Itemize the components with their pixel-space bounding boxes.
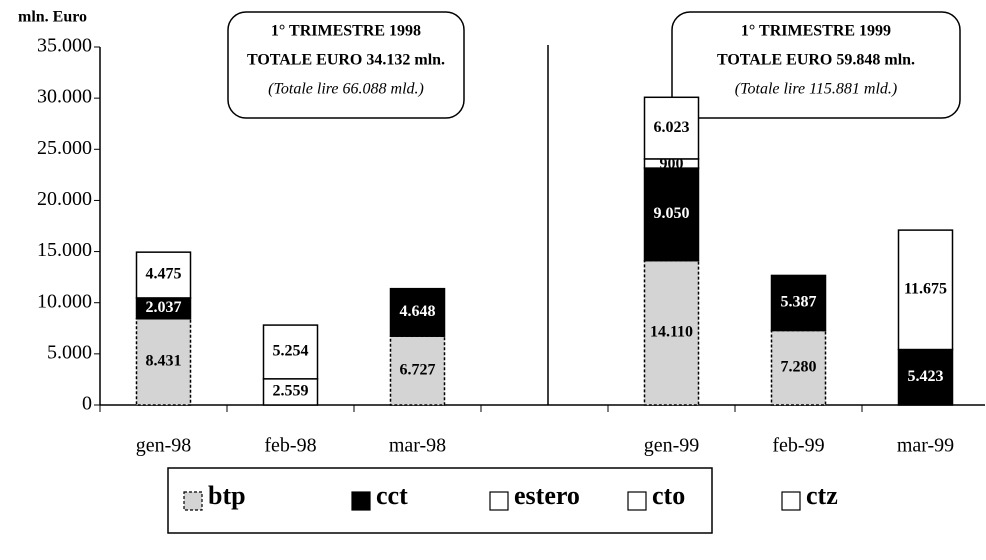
data-label: 4.475 [146,266,182,283]
bar-segment [770,329,827,406]
x-tick-label: mar-99 [897,435,954,457]
bar-segment [897,229,954,351]
data-label: 5.254 [273,343,309,360]
data-label: 6.727 [400,361,436,378]
annotation-box [671,11,961,119]
annotation: TOTALE EURO 34.132 mln. [247,52,445,69]
data-label: 2.559 [273,383,309,400]
x-tick-label: gen-98 [136,435,192,457]
legend-label: btp [208,481,246,510]
bar-segment [135,318,192,406]
annotation: 1° TRIMESTRE 1999 [741,23,891,40]
annotation: (Totale lire 115.881 mld.) [735,81,898,98]
bar-segment [262,324,319,380]
bar-segment [135,251,192,299]
annotation-box [227,11,465,119]
legend-swatch [781,491,801,511]
x-tick-label: feb-99 [772,435,824,457]
y-tick-label: 30.000 [37,86,92,108]
data-label: 14.110 [650,324,693,341]
y-tick-label: 15.000 [37,239,92,261]
legend-swatch [627,491,647,511]
x-tick-label: mar-98 [389,435,446,457]
legend-label: cct [376,481,408,510]
y-tick-label: 0 [82,393,92,415]
annotation: (Totale lire 66.088 mld.) [268,81,424,98]
y-tick-label: 5.000 [47,341,92,363]
y-tick-label: 25.000 [37,137,92,159]
data-label: 7.280 [781,358,817,375]
annotation: 1° TRIMESTRE 1998 [271,23,421,40]
legend-label: estero [514,481,580,510]
y-axis-label: mln. Euro [18,9,87,26]
data-label: 6.023 [654,119,690,136]
data-label: 2.037 [146,299,182,316]
data-label: 900 [660,156,684,173]
bar-segment [389,287,446,337]
legend-box [167,467,713,534]
data-label: 4.648 [400,303,436,320]
y-tick-label: 20.000 [37,188,92,210]
legend-swatch [183,491,203,511]
legend-label: ctz [806,481,838,510]
data-label: 9.050 [654,205,690,222]
bar-segment [262,378,319,406]
bar-segment [770,274,827,332]
legend-swatch [351,491,371,511]
bar-segment [643,96,700,160]
data-label: 8.431 [146,353,182,370]
data-label: 11.675 [904,280,947,297]
y-tick-label: 35.000 [37,35,92,57]
x-tick-label: gen-99 [644,435,700,457]
annotation: TOTALE EURO 59.848 mln. [717,52,915,69]
data-label: 5.387 [781,294,817,311]
data-label: 5.423 [908,368,944,385]
bar-segment [897,348,954,406]
x-tick-label: feb-98 [264,435,316,457]
y-tick-label: 10.000 [37,290,92,312]
legend-swatch [489,491,509,511]
legend-label: cto [652,481,685,510]
bar-segment [643,167,700,262]
